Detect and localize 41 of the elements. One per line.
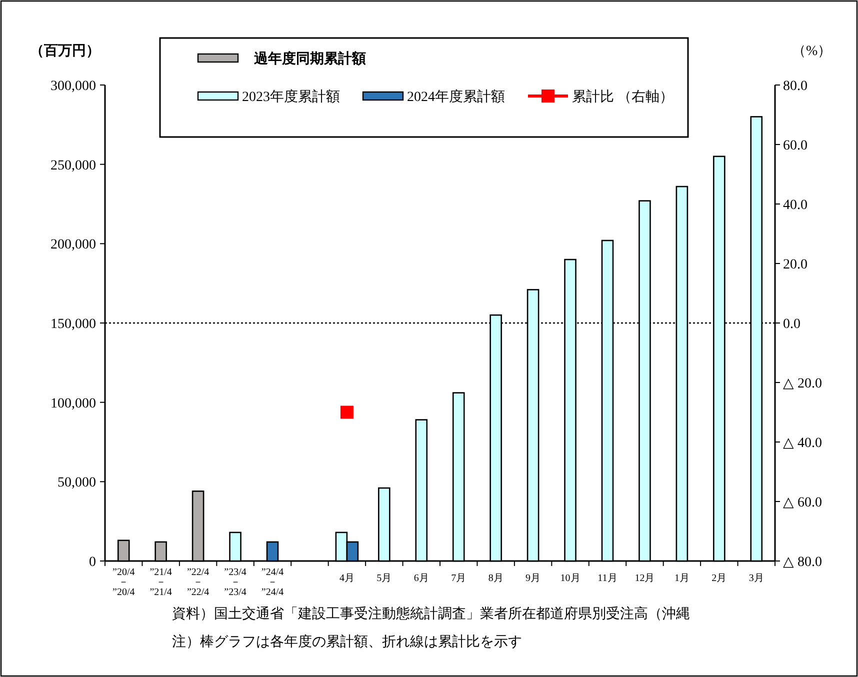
x-tick-label: 11月 bbox=[598, 573, 618, 584]
text: 資料）国土交通省「建設工事受注動態統計調査」業者所在都道府県別受注高（沖縄 bbox=[172, 606, 690, 622]
x-tick-label: 6月 bbox=[414, 573, 429, 584]
y-tick-label: 200,000 bbox=[50, 238, 96, 253]
x-tick-label: ”22/4 － ”22/4 bbox=[186, 567, 210, 598]
legend-label: 過年度同期累計額 bbox=[253, 50, 366, 67]
x-tick-label: 1月 bbox=[674, 573, 690, 584]
x-tick-label: 5月 bbox=[376, 573, 392, 584]
x-tick-label: 8月 bbox=[488, 573, 504, 584]
y2-tick-label: △ 40.0 bbox=[783, 436, 822, 451]
y2-axis-title: （%） bbox=[792, 44, 832, 59]
y2-tick-label: 0.0 bbox=[783, 317, 800, 332]
y-tick-label: 100,000 bbox=[50, 396, 96, 412]
y2-tick-label: △ 80.0 bbox=[783, 555, 822, 570]
x-tick-label: 12月 bbox=[634, 573, 655, 584]
y2-tick-label: 60.0 bbox=[783, 138, 808, 154]
x-tick-label: 3月 bbox=[748, 573, 764, 584]
x-tick-label: ”21/4 － ”21/4 bbox=[150, 567, 172, 598]
y-tick-label: 150,000 bbox=[50, 317, 96, 332]
y-tick-label: 0 bbox=[89, 555, 96, 570]
x-tick-label: 4月 bbox=[339, 573, 354, 584]
x-tick-label: 2月 bbox=[712, 573, 727, 584]
legend-label: 2024年度累計額 bbox=[407, 89, 505, 105]
y2-tick-label: 80.0 bbox=[783, 79, 808, 94]
y-axis-title: （百万円） bbox=[30, 43, 100, 59]
legend-label: 累計比 （右軸） bbox=[572, 89, 674, 105]
x-tick-label: ”20/4 － ”20/4 bbox=[112, 567, 135, 598]
text: 注）棒グラフは各年度の累計額、折れ線は累計比を示す bbox=[172, 634, 522, 650]
x-tick-label: ”23/4 － ”23/4 bbox=[224, 567, 246, 598]
x-tick-label: ”24/4 － ”24/4 bbox=[261, 567, 284, 598]
y-tick-label: 300,000 bbox=[50, 79, 96, 94]
x-tick-label: 9月 bbox=[526, 573, 541, 584]
y2-tick-label: △ 20.0 bbox=[783, 376, 822, 392]
y2-tick-label: 40.0 bbox=[783, 198, 808, 213]
legend-label: 2023年度累計額 bbox=[242, 89, 340, 105]
y-tick-label: 250,000 bbox=[50, 158, 96, 174]
x-tick-label: 7月 bbox=[451, 573, 466, 584]
y2-tick-label: 20.0 bbox=[783, 258, 808, 272]
x-tick-label: 10月 bbox=[560, 573, 580, 584]
y2-tick-label: △ 60.0 bbox=[783, 496, 822, 510]
y-tick-label: 50,000 bbox=[58, 476, 96, 491]
